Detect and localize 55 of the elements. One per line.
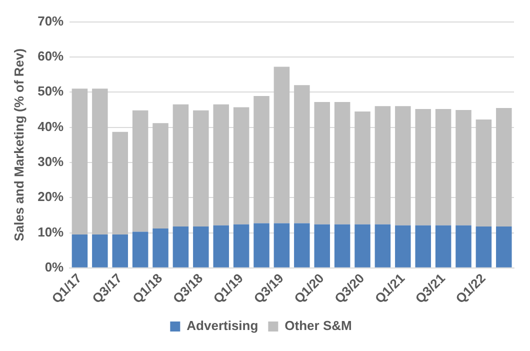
bar	[213, 104, 229, 226]
bar	[435, 109, 452, 226]
y-tick-label: 70%	[38, 13, 64, 28]
bar	[415, 109, 431, 226]
bar	[72, 234, 88, 268]
bar	[274, 223, 290, 268]
bar	[415, 225, 431, 268]
bar	[152, 123, 168, 229]
bar	[374, 106, 391, 224]
bar	[476, 120, 492, 226]
bar	[456, 110, 472, 226]
y-tick-label: 10%	[38, 224, 64, 240]
bar	[274, 66, 290, 224]
bar	[233, 107, 250, 224]
bar	[193, 226, 209, 268]
bar	[132, 232, 148, 268]
bar	[172, 104, 189, 226]
bar	[233, 224, 250, 268]
bar	[254, 96, 270, 224]
bar	[172, 226, 189, 268]
bar	[92, 88, 108, 235]
bar	[456, 225, 472, 268]
bar	[374, 224, 391, 268]
bar	[496, 108, 512, 226]
bar	[496, 226, 512, 268]
bar	[254, 223, 270, 268]
y-tick-label: 20%	[38, 189, 64, 204]
bar	[476, 226, 492, 268]
bar	[132, 110, 148, 232]
bar	[334, 102, 350, 224]
y-tick-label: 50%	[38, 84, 64, 99]
y-tick-label: 40%	[38, 118, 64, 134]
bar	[314, 224, 330, 268]
bar	[193, 110, 209, 226]
bar	[395, 225, 411, 268]
bar	[354, 111, 370, 224]
y-tick-label: 0%	[44, 260, 64, 275]
legend-label: Advertising	[186, 318, 258, 334]
y-tick-label: 30%	[38, 154, 64, 170]
bar	[395, 106, 411, 226]
bar	[112, 132, 128, 235]
bar	[112, 234, 128, 268]
bar	[294, 223, 310, 268]
bar	[152, 228, 168, 268]
y-tick-label: 60%	[38, 48, 64, 64]
legend-label: Other S&M	[284, 318, 352, 334]
bar	[314, 102, 330, 224]
bar	[354, 224, 370, 268]
bar	[435, 225, 452, 268]
bar	[72, 88, 88, 235]
y-axis-title: Sales and Marketing (% of Rev)	[11, 48, 26, 242]
bar	[92, 234, 108, 268]
bar	[334, 224, 350, 268]
bar	[294, 85, 310, 224]
bar	[213, 225, 229, 268]
